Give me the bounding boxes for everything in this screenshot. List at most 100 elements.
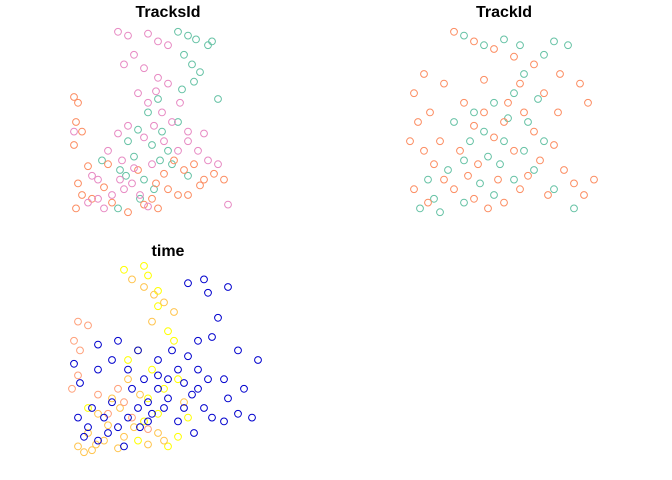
data-point <box>140 417 148 426</box>
data-point <box>154 302 162 311</box>
data-point <box>114 129 122 138</box>
data-point <box>174 146 182 155</box>
data-point <box>130 152 138 161</box>
data-point <box>200 275 208 284</box>
panel-title-trackid: TrackId <box>476 4 532 21</box>
data-point <box>164 79 172 88</box>
data-point <box>108 398 116 407</box>
data-point <box>76 346 84 355</box>
data-point <box>98 156 106 165</box>
data-point <box>154 287 162 295</box>
data-point <box>156 156 164 165</box>
data-point <box>116 166 124 174</box>
data-point <box>104 409 112 418</box>
data-point <box>544 191 552 199</box>
data-point <box>426 108 434 117</box>
data-point <box>70 359 78 368</box>
data-point <box>208 413 216 422</box>
data-point <box>470 194 478 203</box>
data-point <box>136 390 144 399</box>
data-point <box>194 146 202 155</box>
data-point <box>160 436 168 445</box>
data-point <box>80 448 88 457</box>
data-point <box>424 198 432 207</box>
data-point <box>88 171 96 180</box>
data-point <box>144 98 152 107</box>
data-point <box>450 27 458 36</box>
data-point <box>164 394 172 403</box>
data-point <box>192 35 200 44</box>
data-point <box>74 413 82 422</box>
data-point <box>440 175 448 184</box>
data-point <box>154 37 162 46</box>
data-point <box>540 50 548 59</box>
data-point <box>144 271 152 280</box>
data-point <box>456 146 464 155</box>
data-point <box>190 160 198 169</box>
data-point <box>70 336 78 345</box>
data-point <box>140 375 148 384</box>
data-point <box>530 127 538 136</box>
data-point <box>450 118 458 126</box>
data-point <box>76 379 84 387</box>
data-point <box>460 198 468 207</box>
data-point <box>94 340 102 349</box>
data-point <box>104 429 112 437</box>
data-point <box>180 404 188 412</box>
data-point <box>484 152 492 161</box>
data-point <box>240 384 248 393</box>
data-point <box>78 127 86 136</box>
data-point <box>134 436 142 445</box>
data-point <box>144 108 152 117</box>
data-point <box>220 417 228 426</box>
data-point <box>520 146 528 155</box>
data-point <box>108 356 116 364</box>
data-point <box>130 164 138 173</box>
data-point <box>148 194 156 203</box>
data-point <box>188 390 196 399</box>
data-point <box>570 204 578 213</box>
data-point <box>148 365 156 374</box>
data-point <box>134 89 142 98</box>
data-point <box>576 79 584 88</box>
panel-time: time <box>68 243 262 457</box>
data-point <box>84 321 92 330</box>
data-point <box>440 79 448 88</box>
data-point <box>584 98 592 107</box>
data-point <box>150 121 158 130</box>
data-point <box>114 204 122 213</box>
data-point <box>540 137 548 146</box>
data-point <box>184 191 192 199</box>
data-point <box>490 45 498 53</box>
data-point <box>516 185 524 194</box>
data-point <box>424 175 432 184</box>
data-point <box>78 191 86 199</box>
data-point <box>168 118 176 126</box>
data-point <box>114 27 122 36</box>
data-point <box>214 95 222 103</box>
data-point <box>70 141 78 149</box>
data-point <box>184 352 192 361</box>
data-point <box>536 156 544 165</box>
data-point <box>136 191 144 199</box>
data-point <box>128 384 136 393</box>
data-point <box>504 98 512 107</box>
data-point <box>410 185 418 194</box>
data-point <box>104 160 112 169</box>
data-point <box>94 409 102 418</box>
data-point <box>194 336 202 345</box>
data-point <box>100 204 108 213</box>
data-point <box>430 160 438 169</box>
data-point <box>168 160 176 169</box>
data-point <box>520 70 528 78</box>
data-point <box>200 175 208 184</box>
data-point <box>436 208 444 217</box>
data-point <box>84 198 92 207</box>
data-point <box>130 423 138 432</box>
data-point <box>556 70 564 78</box>
data-point <box>108 198 116 207</box>
data-point <box>154 429 162 437</box>
data-point <box>94 436 102 445</box>
data-point <box>130 50 138 59</box>
data-point <box>184 413 192 422</box>
